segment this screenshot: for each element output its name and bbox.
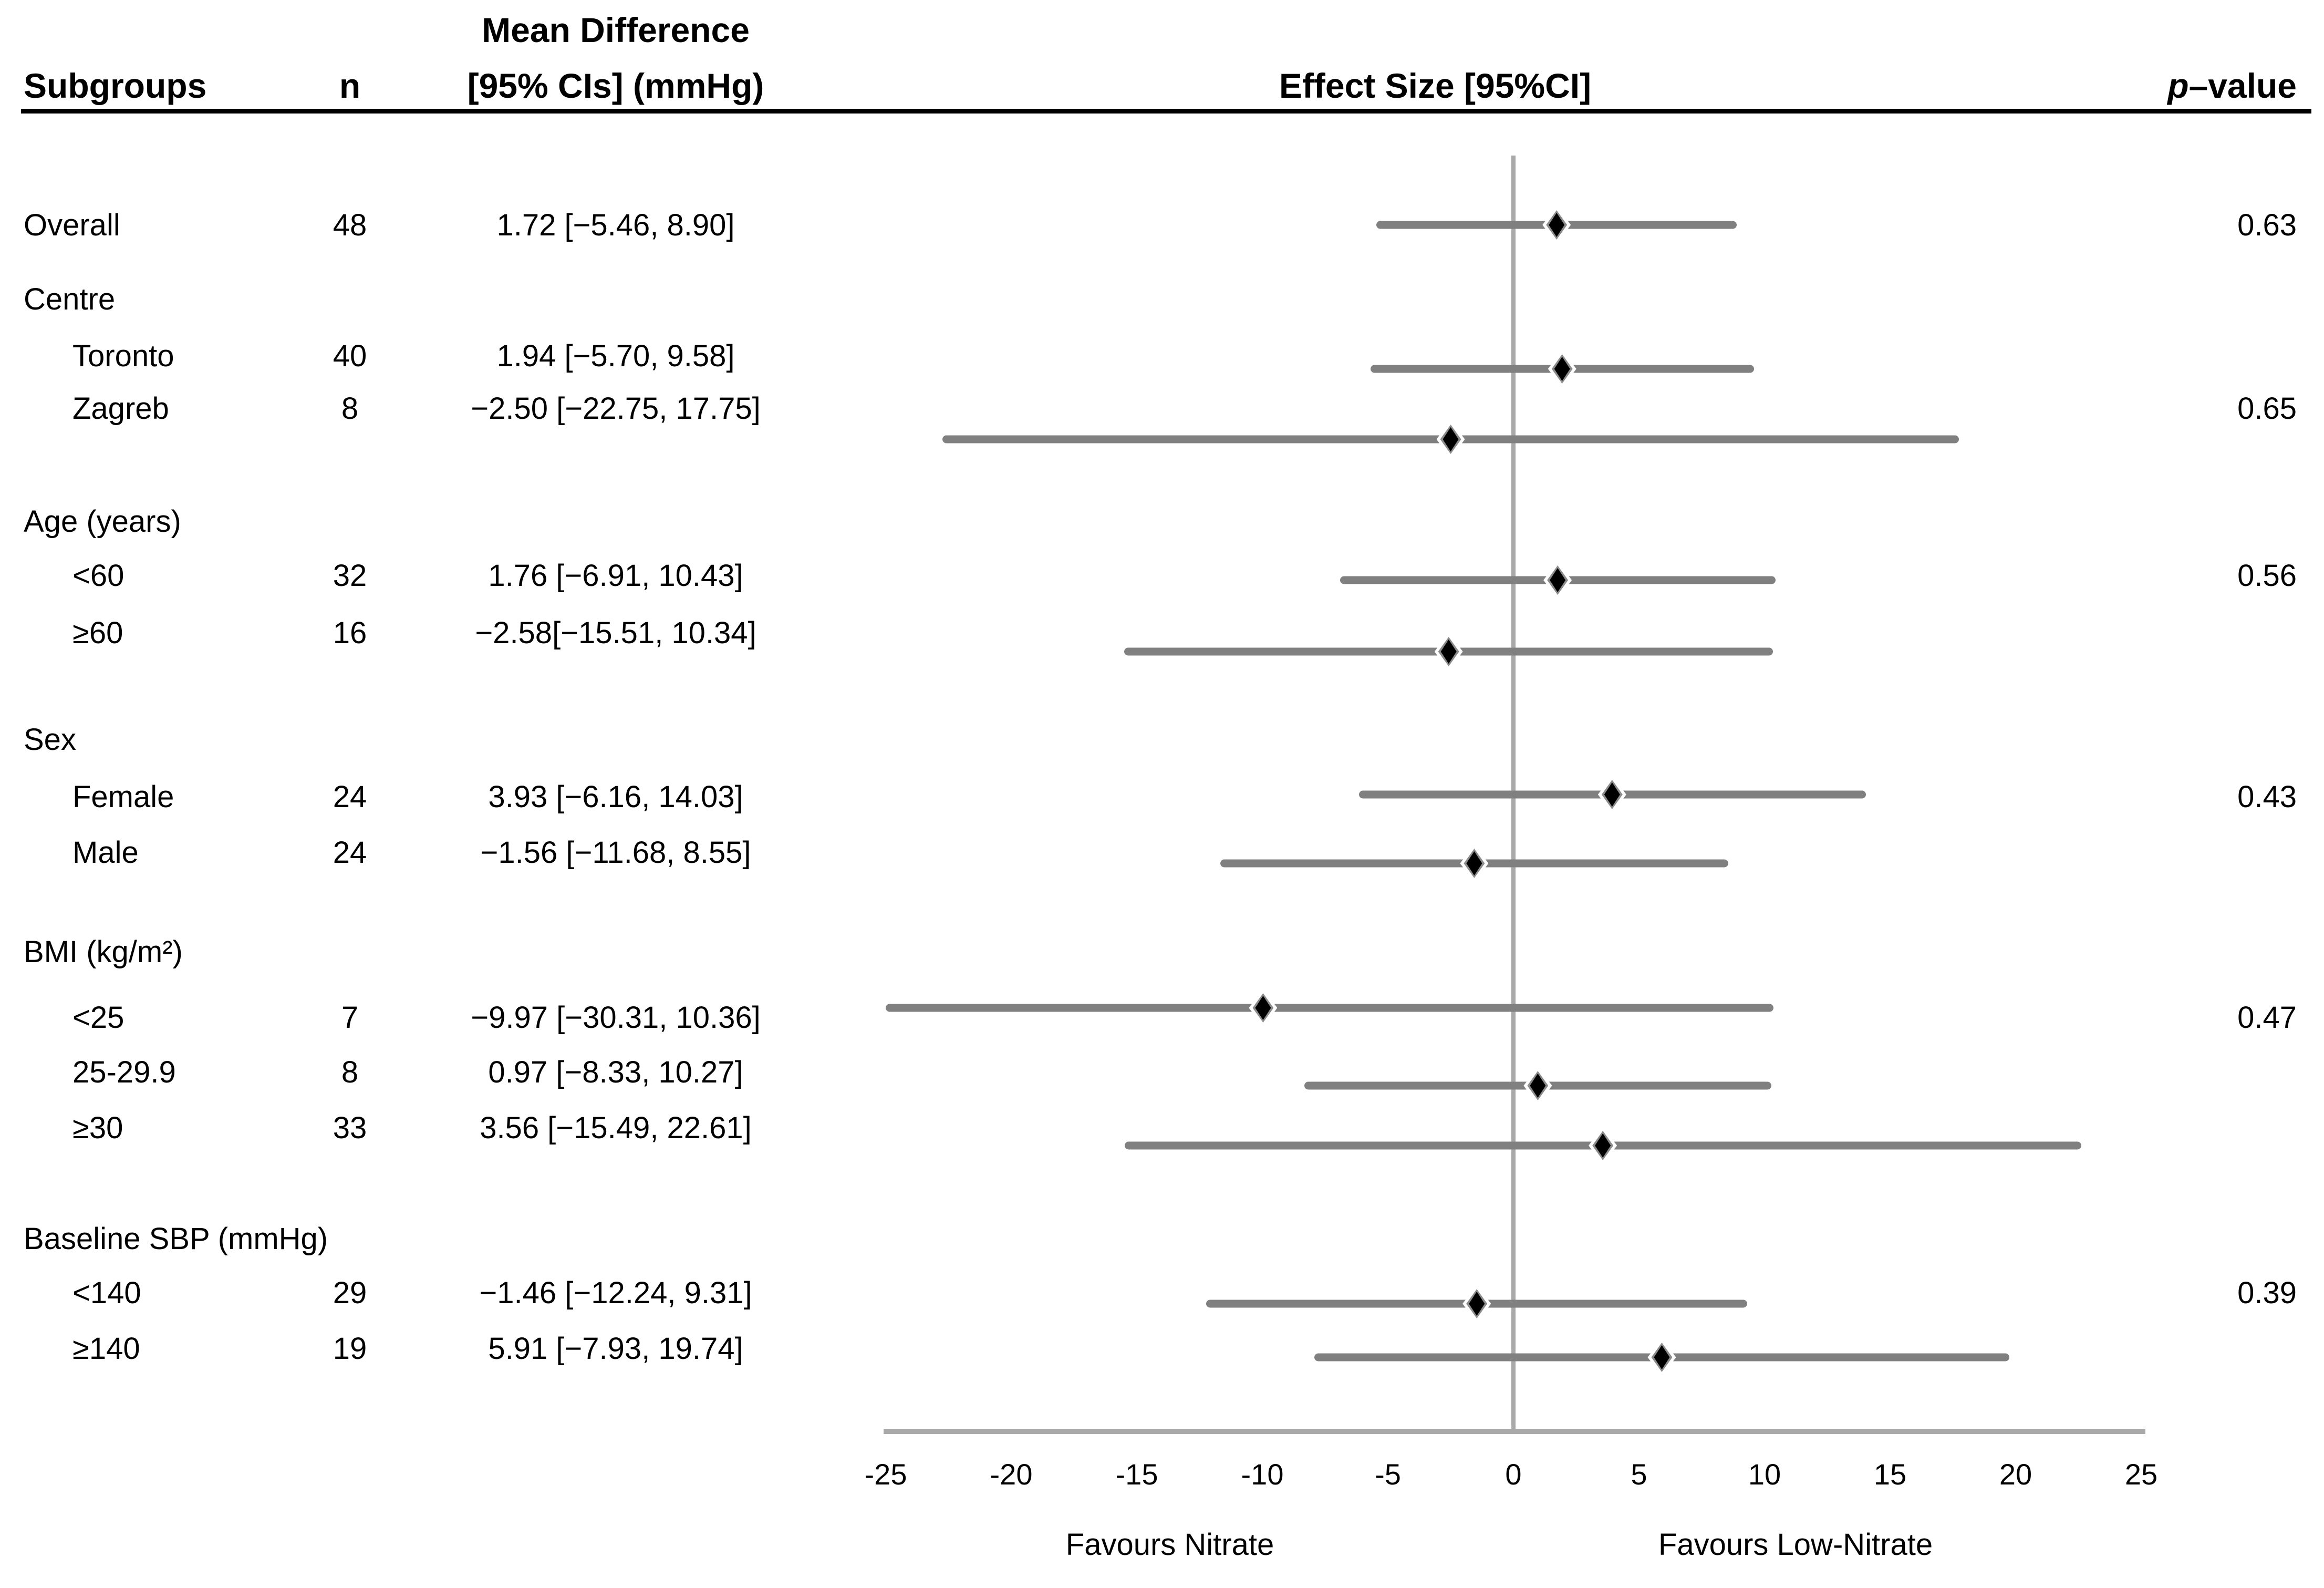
x-tick-label: 10 (1748, 1458, 1781, 1491)
row-label: Overall (24, 208, 120, 242)
header-n: n (339, 66, 361, 105)
x-tick-label: -10 (1241, 1458, 1284, 1491)
row-ci-text: 1.72 [−5.46, 8.90] (496, 208, 735, 242)
row-label: Age (years) (24, 504, 181, 539)
row-p-value: 0.56 (2237, 559, 2297, 593)
row-label: Baseline SBP (mmHg) (24, 1222, 328, 1256)
header-mean-difference-line1: Mean Difference (482, 11, 750, 49)
row-ci-text: 0.97 [−8.33, 10.27] (488, 1055, 743, 1089)
row-n-value: 33 (333, 1111, 367, 1145)
row-n-value: 48 (333, 208, 367, 242)
x-tick-label: -15 (1115, 1458, 1158, 1491)
header-mean-difference-line2: [95% CIs] (mmHg) (467, 66, 764, 105)
x-tick-label: -25 (864, 1458, 907, 1491)
row-label: <60 (72, 559, 124, 593)
row-label: <140 (72, 1276, 141, 1310)
row-label: Toronto (72, 339, 174, 373)
row-label: ≥60 (72, 616, 123, 650)
row-p-value: 0.63 (2237, 208, 2297, 242)
row-label: <25 (72, 1001, 124, 1035)
header-subgroups: Subgroups (24, 66, 207, 105)
row-ci-text: −1.46 [−12.24, 9.31] (479, 1276, 752, 1310)
row-ci-text: −2.50 [−22.75, 17.75] (471, 391, 761, 426)
row-ci-text: −2.58[−15.51, 10.34] (475, 616, 756, 650)
row-p-value: 0.39 (2237, 1276, 2297, 1310)
row-n-value: 24 (333, 780, 367, 814)
row-ci-text: 1.94 [−5.70, 9.58] (496, 339, 735, 373)
header-p-value-rest: –value (2188, 66, 2297, 105)
x-tick-label: -5 (1375, 1458, 1401, 1491)
row-ci-text: 3.93 [−6.16, 14.03] (488, 780, 743, 814)
row-p-value: 0.47 (2237, 1001, 2297, 1035)
row-n-value: 24 (333, 836, 367, 870)
row-label: Male (72, 836, 139, 870)
row-label: Sex (24, 723, 76, 757)
x-tick-label: 20 (1999, 1458, 2032, 1491)
header-effect-size: Effect Size [95%CI] (1279, 66, 1592, 105)
row-ci-text: −1.56 [−11.68, 8.55] (480, 836, 751, 870)
row-n-value: 8 (341, 391, 359, 426)
favours-left-label: Favours Nitrate (1065, 1528, 1274, 1562)
row-ci-text: −9.97 [−30.31, 10.36] (471, 1001, 761, 1035)
x-tick-label: 0 (1505, 1458, 1522, 1491)
row-label: Zagreb (72, 391, 169, 426)
x-tick-label: -20 (990, 1458, 1033, 1491)
row-label: 25-29.9 (72, 1055, 176, 1089)
x-tick-label: 25 (2124, 1458, 2158, 1491)
row-n-value: 7 (341, 1001, 359, 1035)
row-n-value: 16 (333, 616, 367, 650)
favours-right-label: Favours Low-Nitrate (1658, 1528, 1933, 1562)
row-n-value: 32 (333, 559, 367, 593)
header-rule (21, 109, 2311, 114)
row-n-value: 19 (333, 1332, 367, 1366)
row-label: ≥140 (72, 1332, 140, 1366)
header-p-value: p–value (2167, 67, 2297, 104)
row-label: Female (72, 780, 174, 814)
x-tick-label: 5 (1631, 1458, 1647, 1491)
row-n-value: 8 (341, 1055, 359, 1089)
ci-bar (886, 1004, 1774, 1012)
row-label: BMI (kg/m²) (24, 935, 183, 969)
row-n-value: 29 (333, 1276, 367, 1310)
x-axis-line (884, 1429, 2145, 1434)
row-label: ≥30 (72, 1111, 123, 1145)
row-n-value: 40 (333, 339, 367, 373)
row-ci-text: 3.56 [−15.49, 22.61] (480, 1111, 752, 1145)
header-p-value-italic-p: p (2167, 66, 2189, 105)
x-tick-label: 15 (1873, 1458, 1907, 1491)
row-label: Centre (24, 282, 116, 316)
row-ci-text: 5.91 [−7.93, 19.74] (488, 1332, 743, 1366)
row-p-value: 0.65 (2237, 391, 2297, 426)
row-p-value: 0.43 (2237, 780, 2297, 814)
row-ci-text: 1.76 [−6.91, 10.43] (488, 559, 743, 593)
